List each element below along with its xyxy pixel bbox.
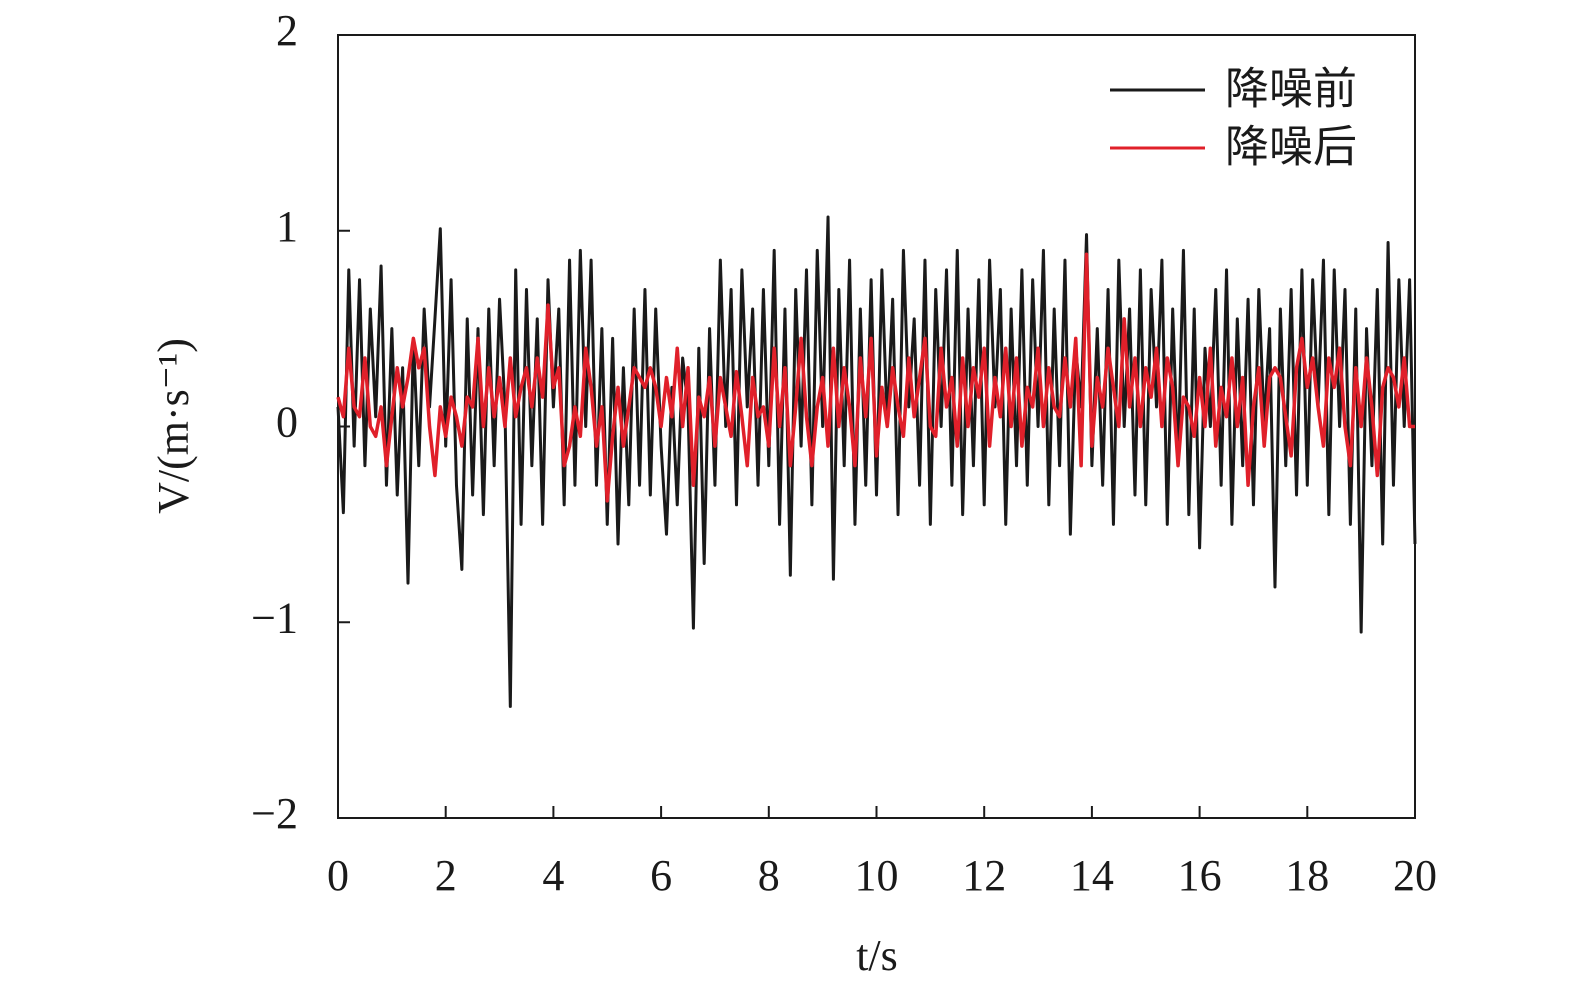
y-tick-label: −1 — [251, 593, 298, 642]
y-tick-label: 1 — [276, 202, 298, 251]
x-tick-label: 0 — [327, 851, 349, 900]
x-tick-label: 18 — [1285, 851, 1329, 900]
x-tick-label: 6 — [650, 851, 672, 900]
data-line — [336, 215, 1417, 708]
y-tick-label: 2 — [276, 6, 298, 55]
x-tick-label: 10 — [855, 851, 899, 900]
x-tick-label: 8 — [758, 851, 780, 900]
y-axis-label: V/(m·s⁻¹) — [149, 338, 198, 514]
data-line — [336, 252, 1415, 503]
y-tick-label: −2 — [251, 789, 298, 838]
x-tick-label: 2 — [435, 851, 457, 900]
x-tick-label: 16 — [1178, 851, 1222, 900]
x-tick-label: 12 — [962, 851, 1006, 900]
y-tick-label: 0 — [276, 398, 298, 447]
x-tick-label: 4 — [542, 851, 564, 900]
legend-label: 降噪后 — [1225, 123, 1357, 172]
legend-label: 降噪前 — [1225, 65, 1357, 114]
x-tick-label: 14 — [1070, 851, 1114, 900]
x-tick-label: 20 — [1393, 851, 1437, 900]
x-axis-label: t/s — [856, 931, 898, 980]
